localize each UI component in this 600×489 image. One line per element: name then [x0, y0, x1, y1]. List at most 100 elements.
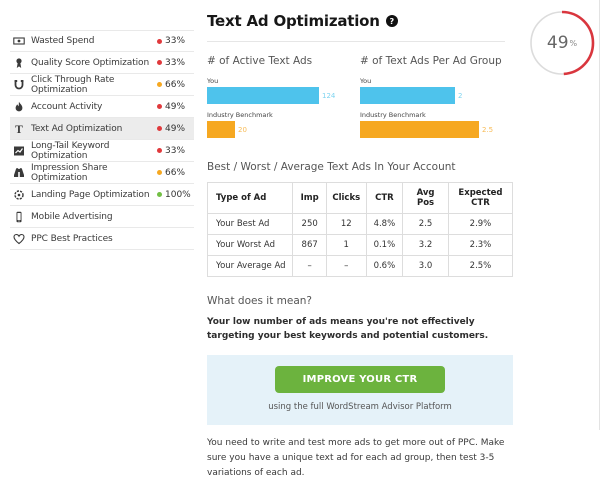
cell-expected-ctr: 2.5% [447, 255, 514, 277]
meaning-text: Your low number of ads means you're not … [207, 317, 489, 341]
help-icon[interactable]: ? [385, 15, 398, 27]
heart-icon [13, 233, 28, 245]
sidebar-item-landing-page[interactable]: Landing Page Optimization 100% [10, 184, 194, 206]
cta-subtext: using the full WordStream Advisor Platfo… [268, 401, 452, 412]
sidebar-item-long-tail-keyword[interactable]: Long-Tail Keyword Optimization 33% [10, 140, 194, 162]
gauge-value: 49% [546, 33, 578, 53]
mobile-icon [13, 211, 28, 223]
cell-imp: – [292, 255, 327, 277]
bar-label-you: You [207, 77, 219, 85]
chart-title: # of Active Text Ads [207, 55, 313, 67]
bar-industry-benchmark [360, 121, 479, 138]
sidebar-item-label: Wasted Spend [31, 36, 95, 46]
bar-value: 124 [322, 91, 336, 100]
bar-value: 2 [458, 91, 463, 100]
text-ad-optimization-page: Wasted Spend 33% Quality Score Optimizat… [10, 0, 600, 478]
cell-avg-pos: 3.2 [402, 234, 449, 256]
sidebar-item-wasted-spend[interactable]: Wasted Spend 33% [10, 30, 194, 52]
sidebar-item-label: Text Ad Optimization [31, 123, 123, 134]
average-ad-label: Your Average Ad [206, 255, 294, 277]
sidebar-item-mobile-advertising[interactable]: Mobile Advertising [10, 206, 194, 228]
table-row: Your Worst Ad 867 1 0.1% 3.2 2.3% [206, 234, 514, 256]
chart-title: # of Text Ads Per Ad Group [360, 55, 502, 67]
cell-imp: 250 [292, 213, 327, 235]
score-badge: 33% [165, 57, 186, 68]
footer-note: You need to write and test more ads to g… [207, 437, 505, 478]
score-badge: 49% [165, 123, 186, 134]
col-clicks: Clicks [325, 182, 367, 214]
bar-label-industry-benchmark: Industry Benchmark [207, 111, 273, 119]
table-title: Best / Worst / Average Text Ads In Your … [207, 161, 456, 173]
bar-value: 20 [238, 125, 247, 134]
cell-ctr: 4.8% [365, 213, 404, 235]
score-gauge: 49% [527, 8, 597, 78]
chart-active-text-ads: # of Active Text Ads You 124 Industry Be… [207, 55, 360, 145]
status-dot [157, 38, 162, 44]
status-dot [157, 170, 162, 175]
sidebar-item-label: Impression Share Optimization [31, 162, 108, 183]
magnet-icon [13, 79, 28, 91]
cell-ctr: 0.1% [365, 234, 404, 256]
title-divider [207, 41, 505, 42]
bar-you [207, 87, 319, 104]
score-badge: 66% [165, 167, 186, 178]
status-dot [157, 192, 162, 197]
chart-text-ads-per-ad-group: # of Text Ads Per Ad Group You 2 Industr… [360, 55, 513, 145]
sidebar-item-text-ad-optimization[interactable]: T Text Ad Optimization 49% [10, 118, 194, 140]
cell-clicks: 12 [325, 213, 367, 235]
sidebar-item-ppc-best-practices[interactable]: PPC Best Practices [10, 228, 194, 250]
score-badge: 100% [165, 189, 191, 200]
table-row: Your Average Ad – – 0.6% 3.0 2.5% [206, 255, 514, 277]
col-expected-ctr: Expected CTR [447, 182, 514, 214]
table-row: Your Best Ad 250 12 4.8% 2.5 2.9% [206, 213, 514, 235]
meaning-heading: What does it mean? [207, 295, 313, 307]
improve-ctr-button[interactable]: IMPROVE YOUR CTR [274, 365, 446, 393]
binoculars-icon [13, 167, 28, 179]
sidebar-item-label: Account Activity [31, 101, 103, 112]
status-dot [157, 126, 162, 131]
cell-expected-ctr: 2.3% [447, 234, 514, 256]
score-badge: 33% [165, 36, 186, 46]
cell-ctr: 0.6% [365, 255, 404, 277]
sidebar-item-label: Mobile Advertising [31, 211, 113, 222]
sidebar-item-label: Landing Page Optimization [31, 189, 150, 200]
sidebar-item-account-activity[interactable]: Account Activity 49% [10, 96, 194, 118]
worst-ad-link[interactable]: Your Worst Ad [206, 234, 294, 256]
ads-table: Type of Ad Imp Clicks CTR Avg Pos Expect… [206, 182, 514, 277]
bar-industry-benchmark [207, 121, 235, 138]
sidebar-item-label: PPC Best Practices [31, 233, 113, 244]
sidebar-item-quality-score[interactable]: Quality Score Optimization 33% [10, 52, 194, 74]
quality-badge-icon [13, 57, 28, 69]
main-content: Text Ad Optimization ? # of Active Text … [206, 12, 514, 489]
bar-label-industry-benchmark: Industry Benchmark [360, 111, 426, 119]
bar-you [360, 87, 455, 104]
sidebar-item-label: Long-Tail Keyword Optimization [31, 140, 110, 161]
benchmark-charts: # of Active Text Ads You 124 Industry Be… [207, 55, 513, 145]
best-ad-link[interactable]: Your Best Ad [206, 213, 294, 235]
col-type-of-ad: Type of Ad [206, 182, 294, 214]
bar-value: 2.5 [482, 125, 494, 134]
sidebar-item-label: Click Through Rate Optimization [31, 74, 115, 95]
sidebar-item-impression-share[interactable]: Impression Share Optimization 66% [10, 162, 194, 184]
sidebar-item-label: Quality Score Optimization [31, 57, 150, 68]
score-badge: 66% [165, 79, 186, 90]
col-ctr: CTR [365, 182, 404, 214]
status-dot [157, 104, 162, 109]
sidebar-item-click-through-rate[interactable]: Click Through Rate Optimization 66% [10, 74, 194, 96]
money-icon [13, 35, 28, 47]
ads-table-section: Best / Worst / Average Text Ads In Your … [206, 161, 514, 277]
cell-clicks: – [325, 255, 367, 277]
score-badge: 49% [165, 101, 186, 112]
svg-text:T: T [15, 124, 23, 135]
audit-sidebar: Wasted Spend 33% Quality Score Optimizat… [10, 30, 194, 250]
flame-icon [13, 101, 28, 113]
col-avg-pos: Avg Pos [402, 182, 449, 214]
status-dot [157, 60, 162, 65]
table-header-row: Type of Ad Imp Clicks CTR Avg Pos Expect… [206, 182, 514, 214]
text-ad-icon: T [13, 123, 28, 135]
cell-clicks: 1 [325, 234, 367, 256]
chart-icon [13, 145, 28, 157]
score-badge: 33% [165, 145, 186, 156]
page-title: Text Ad Optimization [207, 12, 380, 30]
cell-imp: 867 [292, 234, 327, 256]
